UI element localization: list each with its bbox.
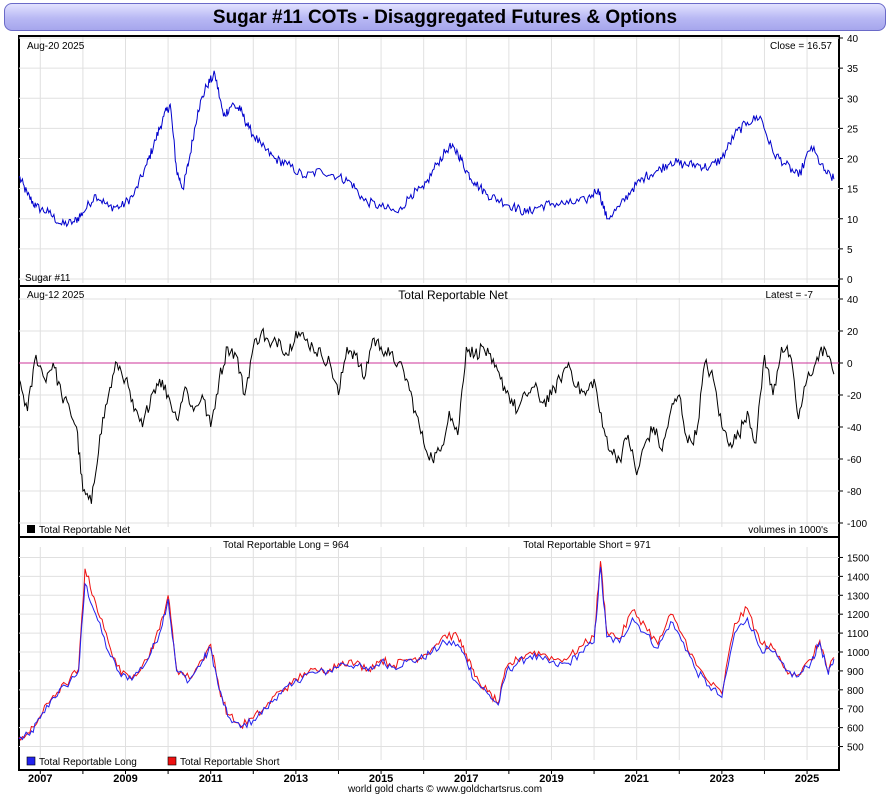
y-tick-label: 500 [847, 743, 864, 754]
footer-credit: world gold charts © www.goldchartsrus.co… [347, 784, 543, 795]
y-tick-label: 25 [847, 124, 859, 135]
y-tick-label: 10 [847, 215, 859, 226]
x-tick-layer: 2007 2009 2011 2013 2015 2017 2019 2021 2023 2025 [28, 770, 819, 785]
y-tick-label: -100 [847, 519, 867, 530]
y-tick-label: 1200 [847, 610, 870, 621]
x-tick-label: 2011 [199, 773, 223, 785]
x-tick-label: 2017 [454, 773, 478, 785]
net-panel-title: Total Reportable Net [398, 288, 508, 302]
y-tick-label: 20 [847, 327, 859, 338]
y-tick-label: 30 [847, 94, 859, 105]
price-close-label: Close = 16.57 [770, 41, 832, 52]
title-bar: Sugar #11 COTs - Disaggregated Futures &… [4, 3, 886, 31]
y-tick-layer: 0 5 10 15 20 25 30 35 40 -100 -80 -60 -40 -20 0 20 40 500… [839, 34, 870, 754]
net-legend-swatch [27, 525, 35, 533]
y-tick-label: 900 [847, 667, 864, 678]
y-tick-label: 800 [847, 686, 864, 697]
y-tick-label: 1400 [847, 572, 870, 583]
y-tick-label: 600 [847, 724, 864, 735]
y-tick-label: 700 [847, 705, 864, 716]
x-tick-label: 2015 [369, 773, 393, 785]
short-total-label: Total Reportable Short = 971 [523, 540, 651, 551]
series-layer [18, 70, 839, 742]
y-tick-label: -60 [847, 455, 862, 466]
y-tick-label: 35 [847, 64, 859, 75]
long-series-line [18, 566, 835, 741]
net-date-label: Aug-12 2025 [27, 290, 85, 301]
y-tick-label: 1100 [847, 629, 869, 640]
y-tick-label: 0 [847, 359, 853, 370]
y-tick-label: 40 [847, 295, 859, 306]
x-tick-label: 2021 [624, 773, 648, 785]
net-latest-label: Latest = -7 [765, 290, 813, 301]
y-tick-label: -80 [847, 487, 862, 498]
chart-title: Sugar #11 COTs - Disaggregated Futures &… [212, 7, 678, 28]
chart-area-frame [18, 35, 840, 771]
x-tick-label: 2013 [284, 773, 308, 785]
y-tick-label: 1300 [847, 591, 870, 602]
price-date-label: Aug-20 2025 [27, 41, 85, 52]
x-tick-label: 2025 [795, 773, 819, 785]
volume-note: volumes in 1000's [748, 525, 828, 536]
y-tick-label: -40 [847, 423, 862, 434]
long-legend-label: Total Reportable Long [39, 757, 137, 768]
y-tick-label: 0 [847, 275, 853, 286]
long-legend-swatch [26, 756, 36, 766]
short-legend-label: Total Reportable Short [180, 757, 280, 768]
price-name-label: Sugar #11 [25, 273, 71, 284]
long-short-panel [18, 536, 840, 771]
short-legend-swatch [167, 756, 177, 766]
price-series-line [18, 70, 835, 228]
y-tick-label: 15 [847, 185, 859, 196]
short-series-line [18, 561, 835, 742]
x-tick-label: 2007 [28, 773, 52, 785]
y-tick-label: 40 [847, 34, 859, 45]
net-series-line [18, 327, 835, 504]
y-tick-label: 20 [847, 155, 859, 166]
x-tick-label: 2009 [113, 773, 137, 785]
x-tick-label: 2019 [539, 773, 563, 785]
y-tick-label: -20 [847, 391, 862, 402]
y-tick-label: 1000 [847, 648, 870, 659]
y-tick-label: 1500 [847, 553, 870, 564]
grid-layer [19, 37, 839, 760]
y-tick-label: 5 [847, 245, 853, 256]
net-legend-label: Total Reportable Net [39, 525, 130, 536]
long-total-label: Total Reportable Long = 964 [223, 540, 349, 551]
x-tick-label: 2023 [710, 773, 734, 785]
